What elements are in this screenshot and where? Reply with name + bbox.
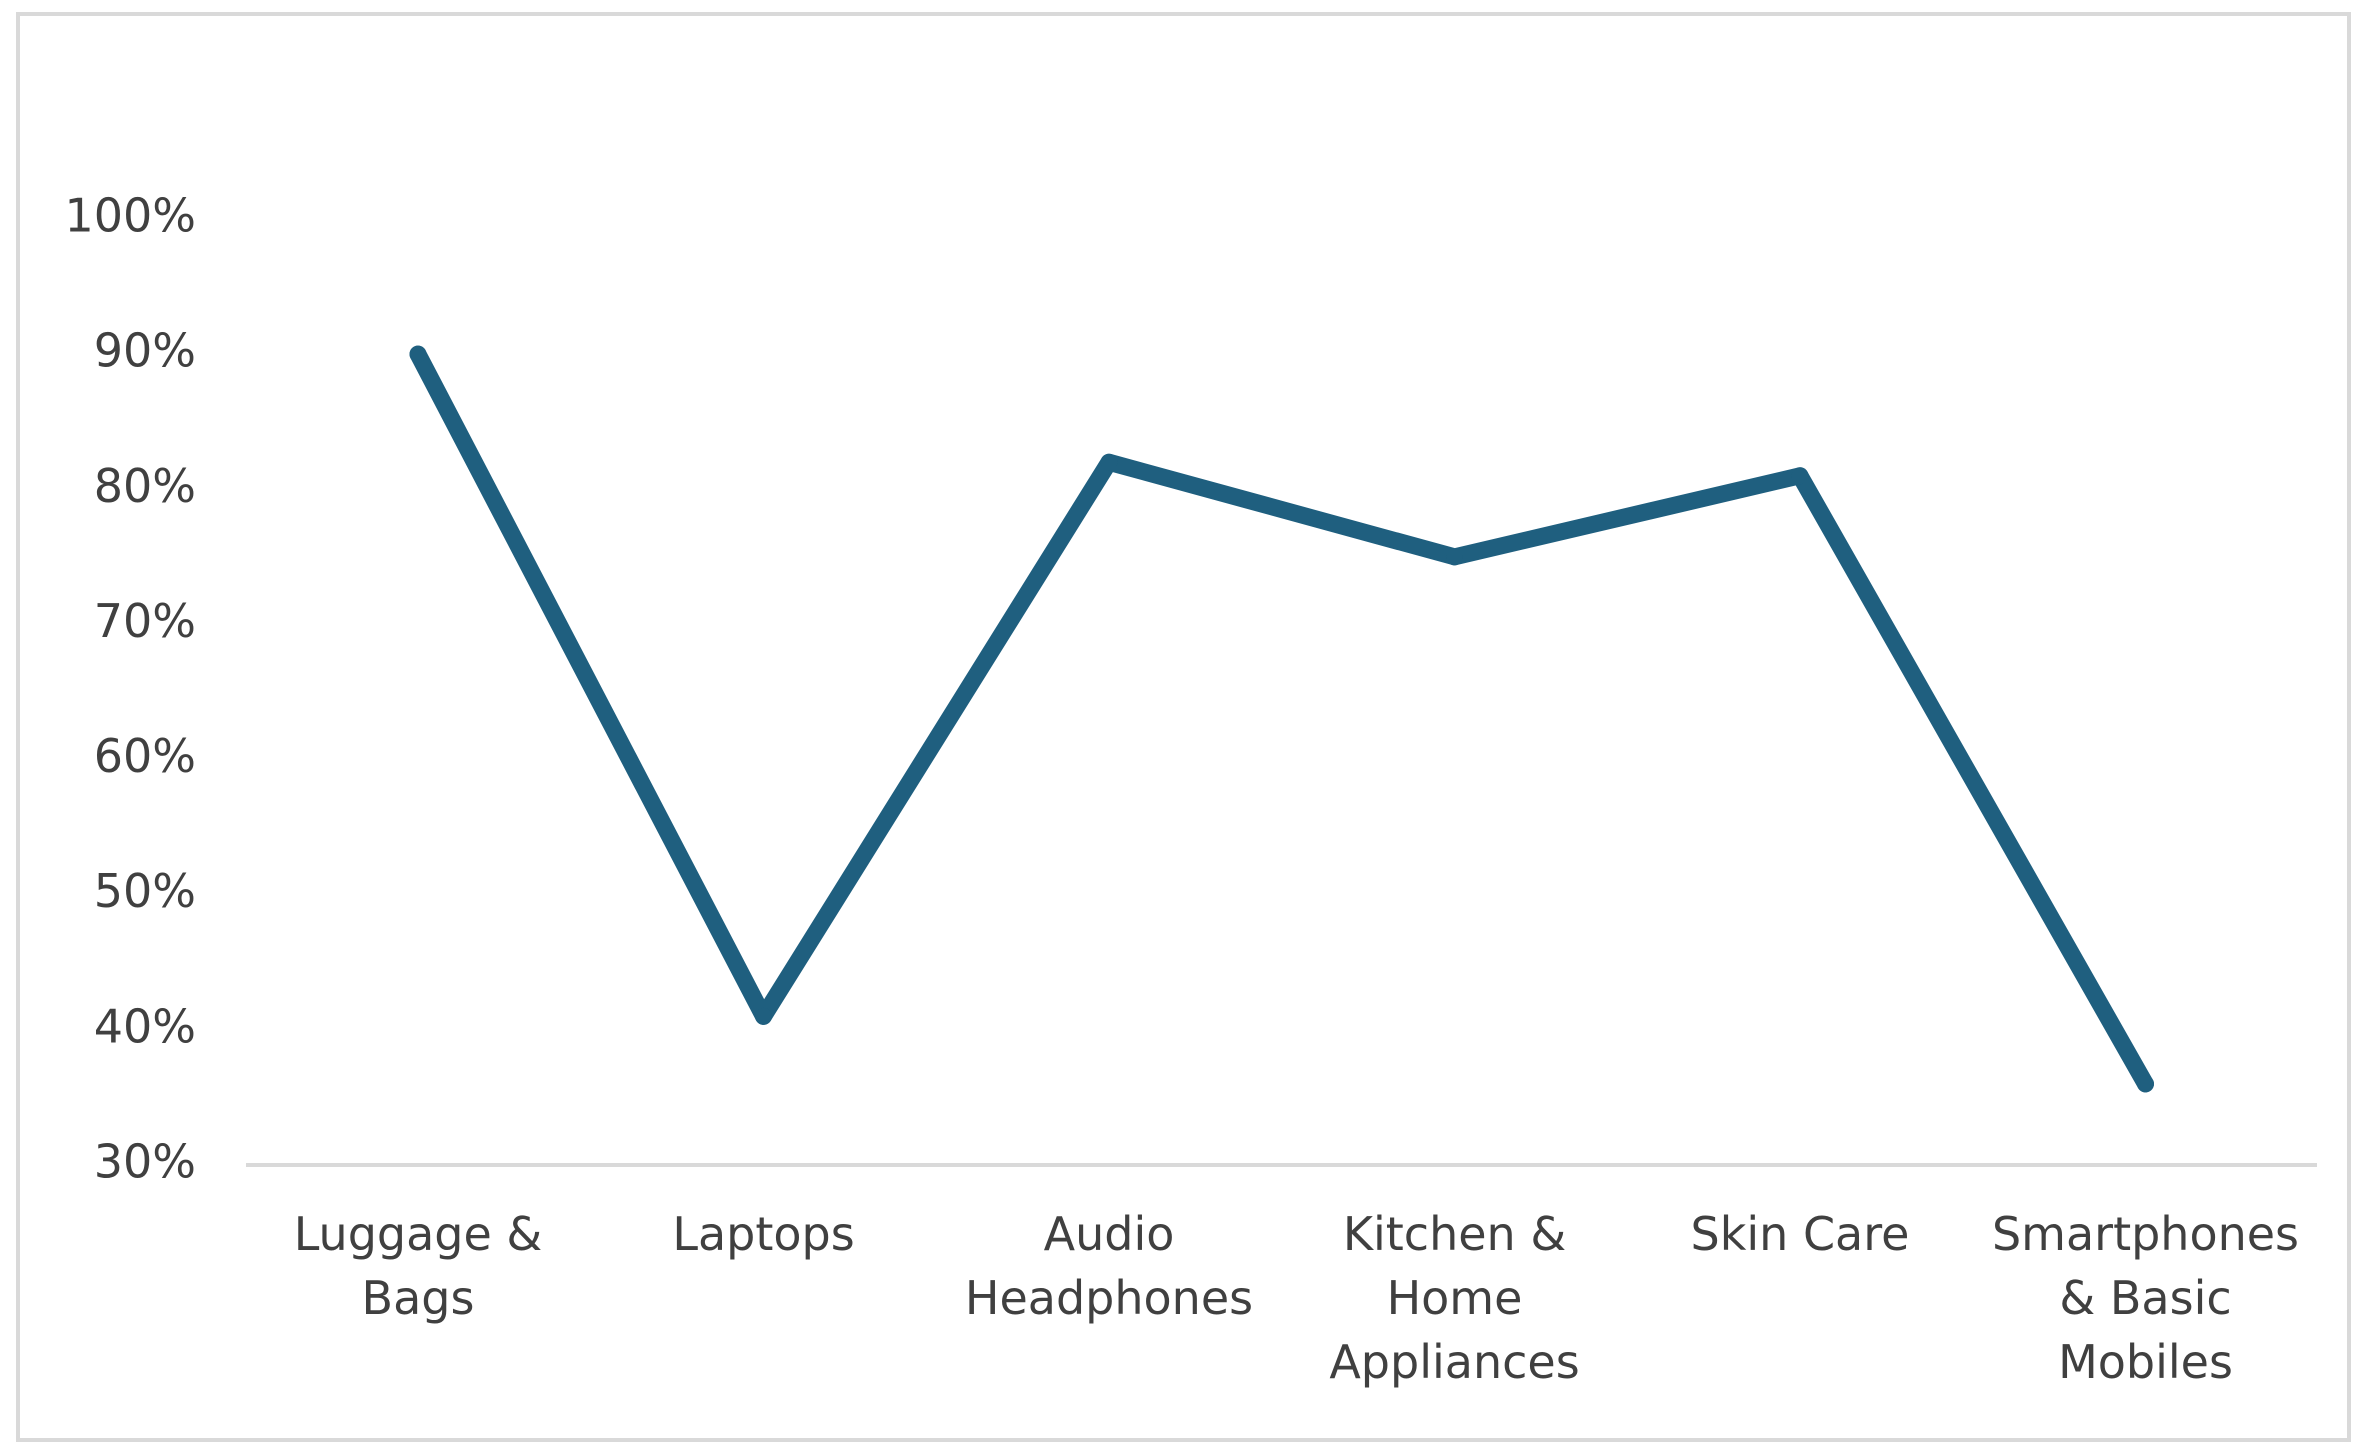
x-category-label: Laptops <box>672 1207 854 1261</box>
y-tick-label: 90% <box>94 324 196 378</box>
x-category-label-line: Home <box>1387 1271 1523 1325</box>
y-tick-label: 40% <box>94 999 196 1053</box>
x-category-label-line: Headphones <box>965 1271 1253 1325</box>
series-layer <box>409 345 2154 1093</box>
y-axis: 100% 90% 80% 70% 60% 50% 40% 30% <box>64 189 196 1189</box>
x-category-label-line: Laptops <box>672 1207 854 1261</box>
x-category-label-line: Kitchen & <box>1343 1207 1566 1261</box>
y-tick-label: 80% <box>94 459 196 513</box>
x-axis: Luggage & Bags Laptops Audio Headphones Kitch… <box>294 1207 2299 1389</box>
y-tick-label: 100% <box>64 189 196 243</box>
x-category-label: Luggage & Bags <box>294 1207 543 1325</box>
data-point <box>2137 1075 2154 1093</box>
x-category-label-line: Smartphones <box>1992 1207 2299 1261</box>
x-category-label: Audio Headphones <box>965 1207 1253 1325</box>
y-tick-label: 70% <box>94 594 196 648</box>
data-point <box>409 345 427 363</box>
series-line <box>409 345 2154 1093</box>
data-point <box>1100 453 1118 471</box>
x-category-label-line: Appliances <box>1329 1335 1579 1389</box>
x-category-label-line: & Basic <box>2059 1271 2231 1325</box>
data-point <box>1791 467 1809 485</box>
data-point <box>755 1007 772 1025</box>
x-category-label-line: Bags <box>362 1271 475 1325</box>
x-category-label-line: Luggage & <box>294 1207 543 1261</box>
x-category-label-line: Skin Care <box>1691 1207 1910 1261</box>
x-category-label-line: Audio <box>1044 1207 1175 1261</box>
y-tick-label: 60% <box>94 729 196 783</box>
x-category-label: Kitchen & Home Appliances <box>1329 1207 1579 1389</box>
x-category-label-line: Mobiles <box>2058 1335 2233 1389</box>
chart-frame <box>16 12 2351 1442</box>
x-category-label: Skin Care <box>1691 1207 1910 1261</box>
y-tick-label: 50% <box>94 864 196 918</box>
x-category-label: Smartphones & Basic Mobiles <box>1992 1207 2299 1389</box>
y-tick-label: 30% <box>94 1135 196 1189</box>
data-point <box>1446 548 1463 566</box>
